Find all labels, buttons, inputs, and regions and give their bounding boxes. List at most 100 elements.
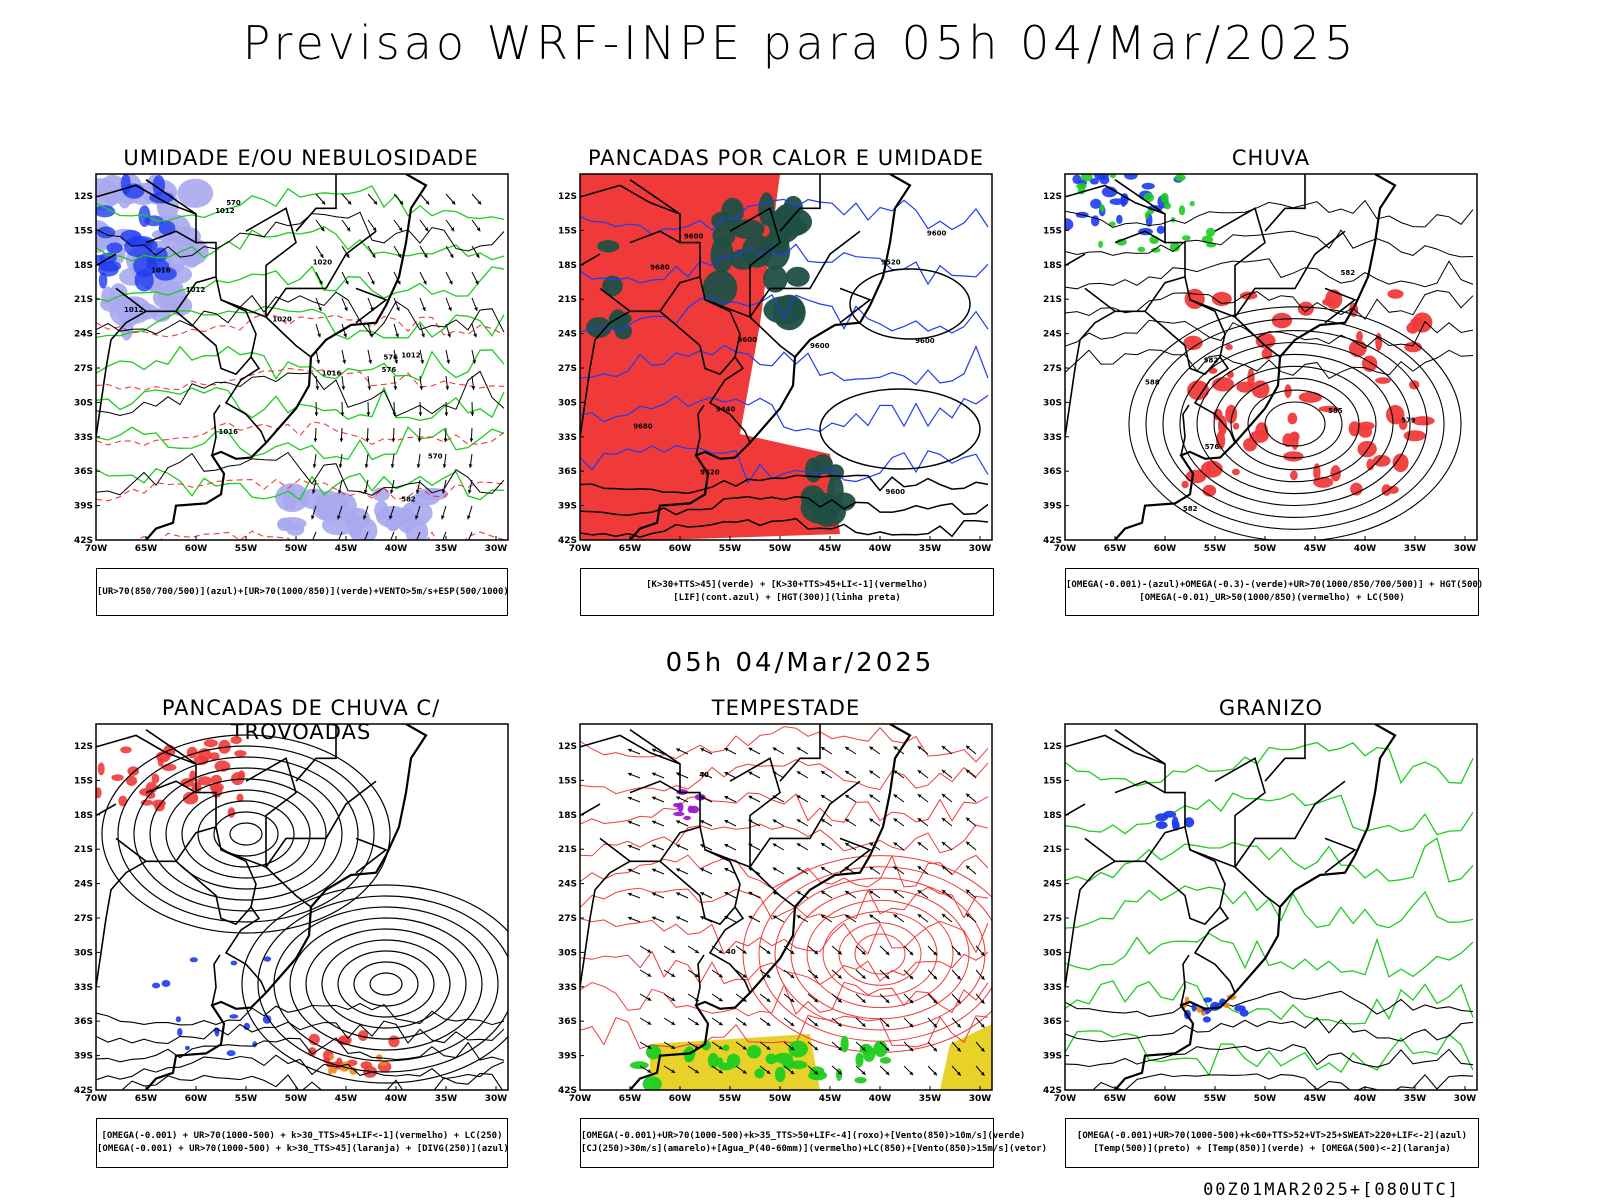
lat-tick-label: 15S <box>558 226 577 236</box>
wind-vector <box>442 464 447 468</box>
wind-vector <box>425 200 430 205</box>
humidity-low-contour <box>96 345 505 382</box>
map-pancadas: 9600 9600 9600 9600 9680 9680 9600 9520 9440 9600… <box>558 173 993 554</box>
divergence-area <box>175 1016 182 1023</box>
political-border <box>1144 860 1221 926</box>
wind850-area <box>854 1077 867 1084</box>
political-border <box>175 826 217 862</box>
wind-vector <box>694 949 699 954</box>
lat-tick-label: 27S <box>74 914 93 924</box>
wind-vector <box>363 515 367 520</box>
map-umidade: 1012 1016 1020 1012 1016 1020 1012 1016 570 576 57… <box>74 173 509 554</box>
thunderstorm-area <box>236 793 244 803</box>
thunderstorm-area <box>203 739 218 748</box>
wind-vector <box>980 951 985 956</box>
wind850-area <box>808 1070 828 1081</box>
streamline-250 <box>257 895 508 1073</box>
political-border <box>704 849 751 868</box>
rain-area <box>1289 431 1300 442</box>
contour-label: 9600 <box>810 342 830 350</box>
legend-line: [OMEGA(-0.001) + UR>70(1000-500) + k>30_… <box>97 1144 509 1154</box>
wind-vector <box>363 489 368 494</box>
wind-vector <box>367 386 372 390</box>
wind-vector <box>821 843 825 847</box>
rain-omega-area <box>1144 211 1149 220</box>
wind-vector <box>796 915 801 919</box>
rain-area <box>1202 484 1217 497</box>
wind-vector <box>671 1069 676 1073</box>
wind-vector <box>319 280 323 285</box>
humidity-high-area <box>158 220 176 236</box>
precipitable-water-contour <box>838 922 922 986</box>
lc850-streamline <box>580 726 989 763</box>
political-border <box>1084 837 1116 862</box>
wind-vector <box>748 891 753 896</box>
hail-area <box>1239 1009 1249 1017</box>
wind-vector <box>917 890 922 894</box>
precipitable-water-contour <box>758 866 992 1042</box>
wind-vector <box>477 200 482 205</box>
lon-tick-label: 40W <box>1354 544 1377 554</box>
rain-area <box>1298 391 1323 403</box>
thunderstorm-area <box>388 1035 400 1048</box>
rain-area <box>1216 431 1226 450</box>
lon-tick-label: 50W <box>285 544 308 554</box>
lat-tick-label: 39S <box>1043 1052 1062 1062</box>
wind-vector <box>371 253 376 258</box>
wind850-area <box>645 1045 662 1060</box>
legend-line: [OMEGA(-0.001) + UR>70(1000-500) + k>30_… <box>101 1131 503 1141</box>
wind-vector <box>837 974 842 979</box>
thunderstorm-orange-area <box>328 1066 333 1076</box>
wind-vector <box>796 819 801 823</box>
humidity-high-area <box>410 493 440 506</box>
legend-trovoadas: [OMEGA(-0.001) + UR>70(1000-500) + k>30_… <box>96 1118 509 1168</box>
wind-vector <box>647 1045 652 1049</box>
wind-vector <box>343 333 347 338</box>
political-border <box>749 866 796 908</box>
lat-tick-label: 15S <box>1043 226 1062 236</box>
wind-vector <box>414 541 418 545</box>
wind-vector <box>742 1022 747 1026</box>
wind-vector <box>885 1071 890 1075</box>
heat-convection-area <box>710 236 734 274</box>
lat-tick-label: 33S <box>74 983 93 993</box>
divergence-area <box>262 1015 272 1024</box>
humidity-high-area <box>374 500 389 520</box>
legend-pancadas: [K>30+TTS>45](verde) + [K>30+TTS>45+LI<-… <box>580 568 994 616</box>
contour-label: 570 <box>428 452 443 460</box>
wind-vector <box>869 794 874 799</box>
rain-area <box>1284 384 1292 398</box>
wind-vector <box>700 796 705 800</box>
hgt500-contour <box>1128 306 1462 540</box>
jet-stream-area <box>940 1024 992 1090</box>
humidity-high-area <box>98 262 119 277</box>
thickness-contour <box>96 421 505 446</box>
contour-label: 1012 <box>186 286 206 294</box>
wind-vector <box>627 772 632 777</box>
lon-tick-label: 70W <box>1054 544 1077 554</box>
political-border <box>1065 803 1086 817</box>
lon-tick-label: 45W <box>819 544 842 554</box>
political-border <box>175 310 252 376</box>
wind-vector <box>338 531 343 540</box>
wind-vector <box>373 200 378 205</box>
rain-area <box>1183 335 1203 351</box>
political-border <box>1264 174 1306 232</box>
wind-vector <box>893 794 898 798</box>
political-border <box>245 757 297 867</box>
lif-contour <box>580 198 989 235</box>
contour-label: 1020 <box>313 259 333 267</box>
thunderstorm-orange-area <box>330 1066 338 1074</box>
lat-tick-label: 36S <box>1043 1017 1062 1027</box>
temp850-contour <box>1065 932 1474 978</box>
political-border <box>695 404 705 456</box>
wind850-area <box>879 1057 892 1064</box>
political-border <box>245 207 297 317</box>
wind-vector <box>814 950 818 955</box>
thunderstorm-area <box>118 795 128 807</box>
humidity-high-area <box>96 205 116 218</box>
wind-vector <box>451 200 456 205</box>
map-frame-border <box>579 723 993 1091</box>
wind-vector <box>416 464 421 468</box>
